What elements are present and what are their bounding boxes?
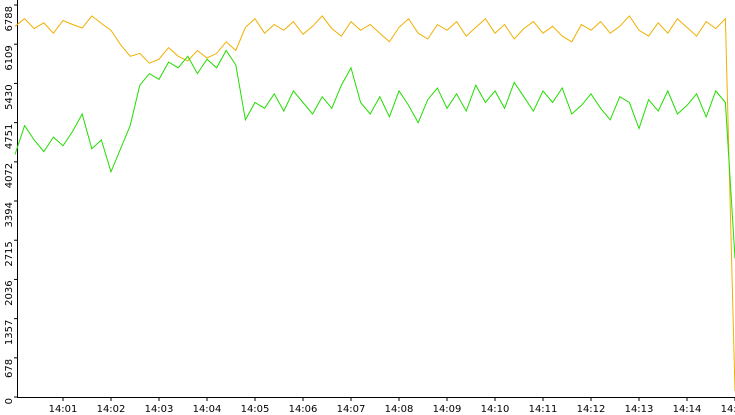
- y-tick-label: 6109: [4, 45, 15, 70]
- x-tick-label: 14:01: [49, 404, 78, 415]
- y-tick-label: 6788: [4, 6, 15, 31]
- x-tick-label: 14:05: [241, 404, 270, 415]
- y-tick-label: 1357: [4, 320, 15, 345]
- y-tick-label: 0: [4, 398, 15, 404]
- x-tick-label: 14:14: [673, 404, 702, 415]
- series-line: [14, 15, 735, 392]
- y-tick-label: 3394: [4, 202, 15, 227]
- y-tick-label: 678: [4, 359, 15, 378]
- series-line: [14, 49, 735, 259]
- x-tick-label: 14:13: [625, 404, 654, 415]
- x-tick-label: 14:07: [337, 404, 366, 415]
- x-tick-label: 14:08: [385, 404, 414, 415]
- x-tick-label: 14:11: [529, 404, 558, 415]
- y-tick-label: 5430: [4, 84, 15, 109]
- y-tick-label: 4072: [4, 163, 15, 188]
- y-tick-label: 2036: [4, 280, 15, 305]
- x-tick-label: 14:04: [193, 404, 222, 415]
- x-tick-label: 14:10: [481, 404, 510, 415]
- x-tick-label: 14:03: [145, 404, 174, 415]
- y-tick-label: 4751: [4, 124, 15, 149]
- y-tick-label: 2715: [4, 241, 15, 266]
- x-tick-label: 14:02: [97, 404, 126, 415]
- x-tick-label: 14:06: [289, 404, 318, 415]
- x-tick-label: 14:09: [433, 404, 462, 415]
- x-tick-label: 14:15: [721, 404, 735, 415]
- x-tick-label: 14:12: [577, 404, 606, 415]
